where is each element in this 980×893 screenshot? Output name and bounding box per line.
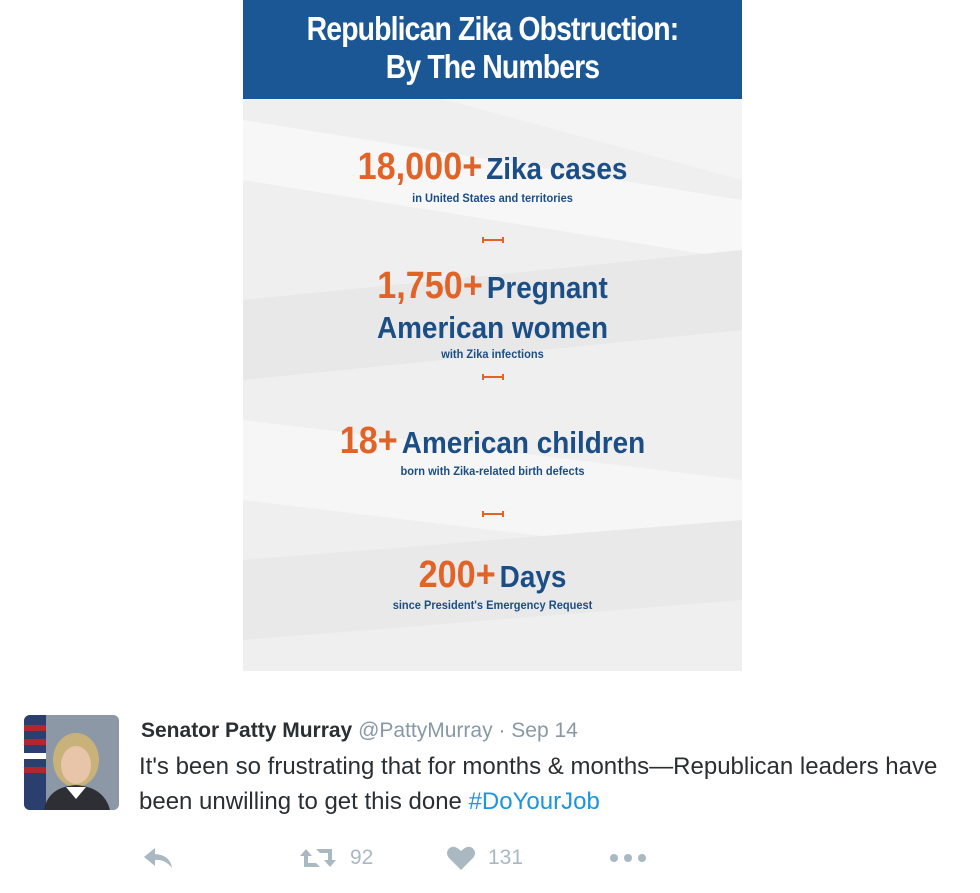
author-name[interactable]: Senator Patty Murray xyxy=(141,719,353,742)
separator: · xyxy=(498,719,506,742)
tweet-text: It's been so frustrating that for months… xyxy=(139,749,939,819)
author-handle[interactable]: @PattyMurray xyxy=(358,719,493,742)
infographic-title: Republican Zika Obstruction: By The Numb… xyxy=(278,0,707,86)
stat-number: 18,000+ xyxy=(357,146,483,188)
more-button[interactable] xyxy=(609,842,647,874)
stat-label-line-2: American women xyxy=(376,310,609,345)
stat-subtext: in United States and territories xyxy=(412,191,573,205)
title-line-2: By The Numbers xyxy=(385,48,600,85)
infographic-image[interactable]: Republican Zika Obstruction: By The Numb… xyxy=(243,0,742,671)
tweet-body: It's been so frustrating that for months… xyxy=(139,753,938,815)
retweet-button[interactable]: 92 xyxy=(298,842,373,874)
reply-button[interactable] xyxy=(141,842,175,874)
stat-label: Pregnant xyxy=(486,270,608,305)
stat-zika-cases: 18,000+ Zika cases in United States and … xyxy=(243,143,742,205)
divider xyxy=(482,511,504,517)
retweet-icon xyxy=(300,849,336,867)
divider xyxy=(482,237,504,243)
stat-number: 1,750+ xyxy=(377,265,483,307)
stat-number: 200+ xyxy=(418,554,496,596)
background-pattern xyxy=(243,99,742,640)
stat-number: 18+ xyxy=(339,420,398,462)
tweet-date[interactable]: Sep 14 xyxy=(511,719,578,742)
stat-pregnant-women: 1,750+ Pregnant American women with Zika… xyxy=(243,263,742,361)
hashtag-link[interactable]: #DoYourJob xyxy=(468,788,600,815)
heart-icon xyxy=(447,846,475,870)
divider xyxy=(482,374,504,380)
profile-photo-icon xyxy=(24,715,119,810)
stat-label: Days xyxy=(499,559,567,594)
tweet-actions: 92 131 xyxy=(141,842,661,874)
avatar[interactable] xyxy=(24,715,119,810)
more-icon xyxy=(610,854,646,862)
like-button[interactable]: 131 xyxy=(446,842,523,874)
stat-label: American children xyxy=(401,425,646,460)
stat-days: 200+ Days since President's Emergency Re… xyxy=(243,552,742,612)
like-count: 131 xyxy=(488,846,524,869)
stat-subtext: born with Zika-related birth defects xyxy=(400,464,585,478)
stat-subtext: since President's Emergency Request xyxy=(392,598,593,612)
retweet-count: 92 xyxy=(350,846,374,869)
infographic-header: Republican Zika Obstruction: By The Numb… xyxy=(243,0,742,99)
stat-subtext: with Zika infections xyxy=(441,347,544,361)
stat-children: 18+ American children born with Zika-rel… xyxy=(243,418,742,478)
title-line-1: Republican Zika Obstruction: xyxy=(306,10,680,47)
stat-label: Zika cases xyxy=(486,151,628,186)
reply-icon xyxy=(144,848,172,868)
tweet-header: Senator Patty Murray @PattyMurray · Sep … xyxy=(141,715,578,747)
